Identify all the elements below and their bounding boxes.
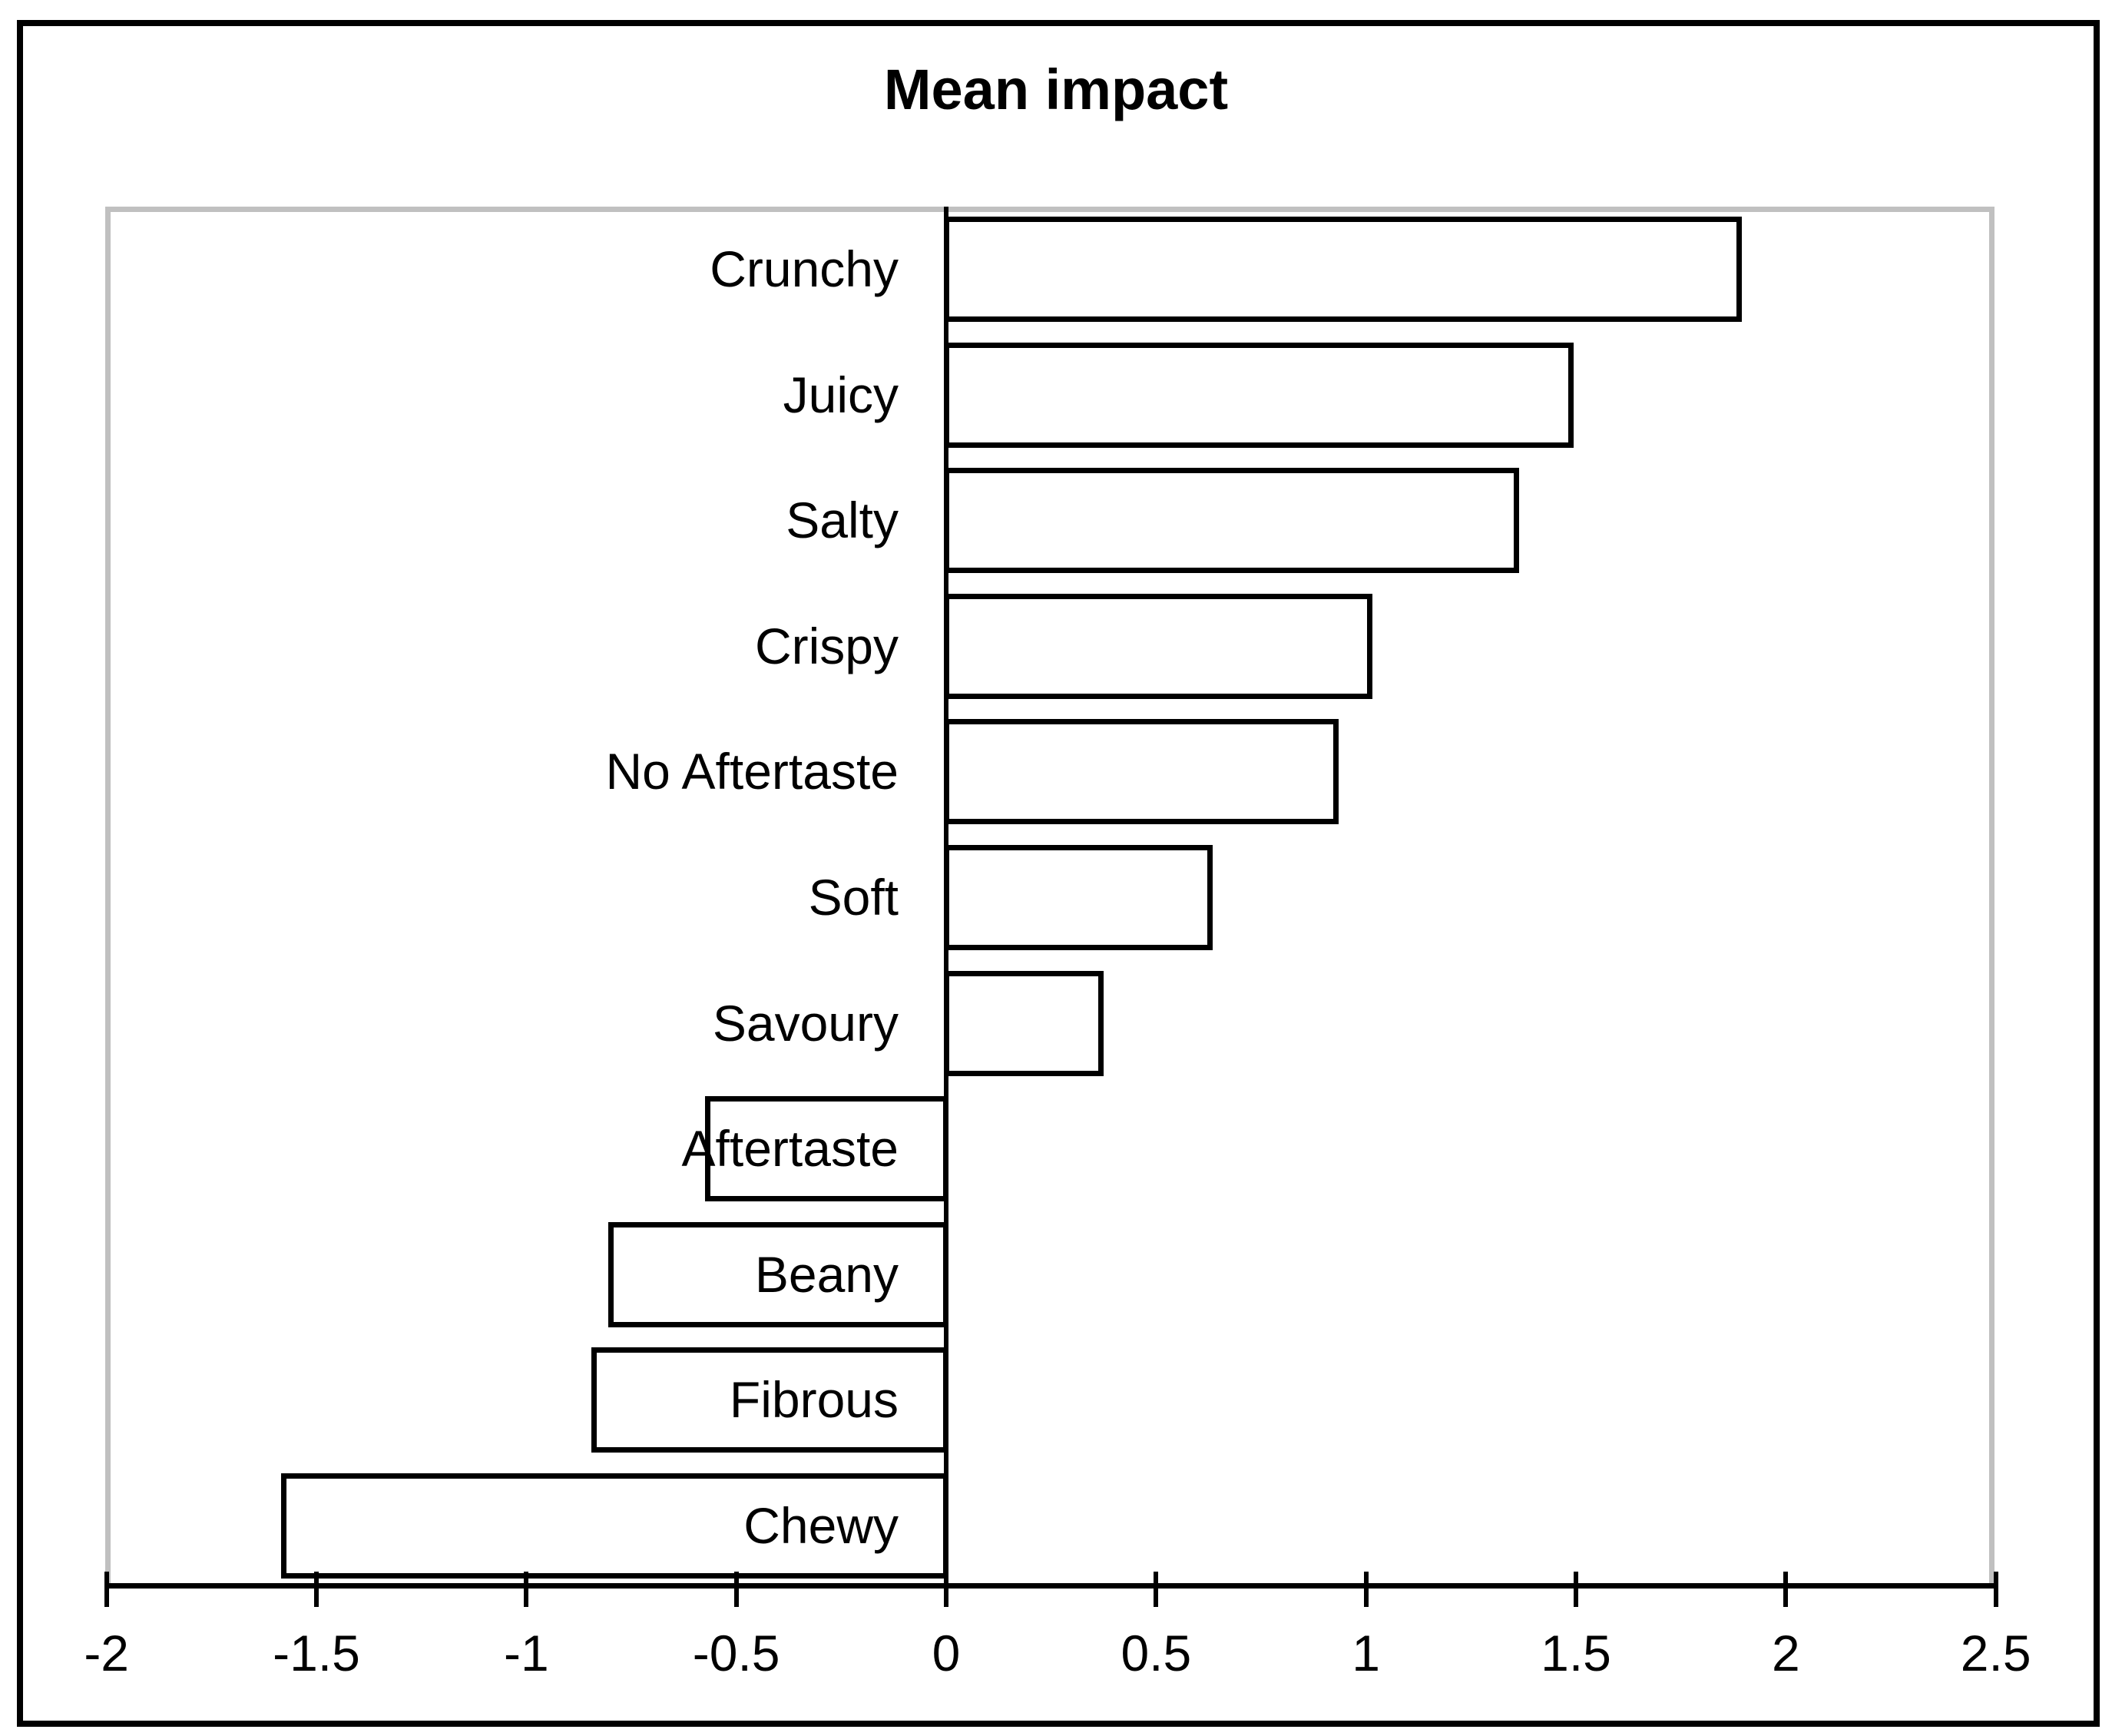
x-axis-tick-0 [944, 1572, 948, 1607]
x-axis-tick-label--1: -1 [503, 1625, 549, 1681]
category-label-savoury: Savoury [712, 994, 899, 1052]
x-axis-tick--1 [524, 1572, 529, 1607]
x-axis-line [105, 1583, 1994, 1589]
bar-soft [944, 845, 1213, 950]
category-label-soft: Soft [808, 869, 899, 926]
x-axis-tick-label-1.5: 1.5 [1541, 1625, 1611, 1681]
category-label-crunchy: Crunchy [710, 240, 899, 298]
x-axis-tick-label--1.5: -1.5 [273, 1625, 360, 1681]
category-label-crispy: Crispy [754, 617, 899, 674]
bar-chewy [280, 1473, 948, 1579]
x-axis-tick-2 [1783, 1572, 1789, 1607]
x-axis-tick-label--2: -2 [84, 1625, 129, 1681]
category-label-chewy: Chewy [743, 1496, 899, 1554]
x-axis-tick--1.5 [313, 1572, 319, 1607]
category-label-fibrous: Fibrous [729, 1371, 899, 1429]
category-label-salty: Salty [786, 492, 899, 549]
category-label-beany: Beany [754, 1245, 899, 1303]
x-axis-tick-1.5 [1574, 1572, 1578, 1607]
bar-juicy [944, 342, 1574, 448]
bar-crunchy [944, 217, 1742, 323]
bar-salty [944, 468, 1519, 574]
bar-no-aftertaste [944, 719, 1339, 825]
x-axis-tick-0.5 [1154, 1572, 1159, 1607]
x-axis-tick--2 [104, 1572, 109, 1607]
x-axis-tick-1 [1363, 1572, 1369, 1607]
category-label-juicy: Juicy [783, 366, 899, 423]
bar-fibrous [591, 1347, 948, 1453]
bar-beany [608, 1221, 948, 1327]
bar-savoury [944, 970, 1104, 1076]
category-label-aftertaste: Aftertaste [681, 1120, 899, 1178]
x-axis-tick-label-0: 0 [932, 1625, 961, 1681]
x-axis-tick-2.5 [1993, 1572, 1998, 1607]
bar-crispy [944, 593, 1372, 699]
chart-outer-border [17, 20, 2100, 1727]
x-axis-tick-label-2: 2 [1771, 1625, 1800, 1681]
x-axis-tick-label-0.5: 0.5 [1121, 1625, 1192, 1681]
x-axis-tick-label--0.5: -0.5 [692, 1625, 780, 1681]
x-axis-tick-label-1: 1 [1352, 1625, 1381, 1681]
category-label-no-aftertaste: No Aftertaste [605, 743, 899, 800]
x-axis-tick-label-2.5: 2.5 [1960, 1625, 2031, 1681]
chart-title: Mean impact [883, 58, 1229, 121]
bar-aftertaste [704, 1096, 948, 1202]
x-axis-tick--0.5 [733, 1572, 739, 1607]
